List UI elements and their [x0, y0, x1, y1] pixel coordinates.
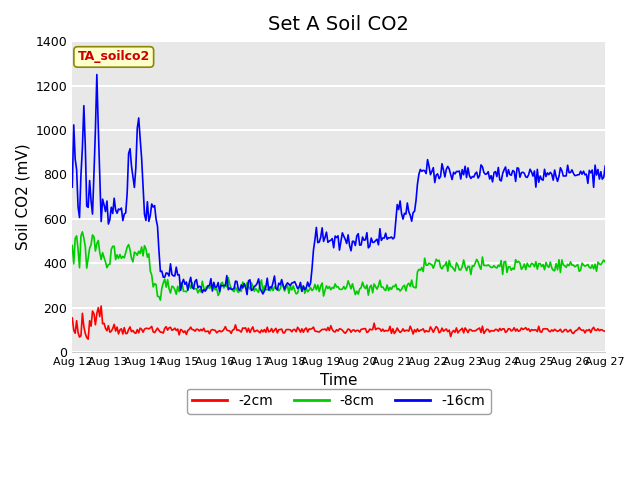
Legend: -2cm, -8cm, -16cm: -2cm, -8cm, -16cm: [187, 389, 491, 414]
X-axis label: Time: Time: [320, 372, 358, 388]
Text: TA_soilco2: TA_soilco2: [77, 50, 150, 63]
Y-axis label: Soil CO2 (mV): Soil CO2 (mV): [15, 144, 30, 250]
Title: Set A Soil CO2: Set A Soil CO2: [268, 15, 409, 34]
